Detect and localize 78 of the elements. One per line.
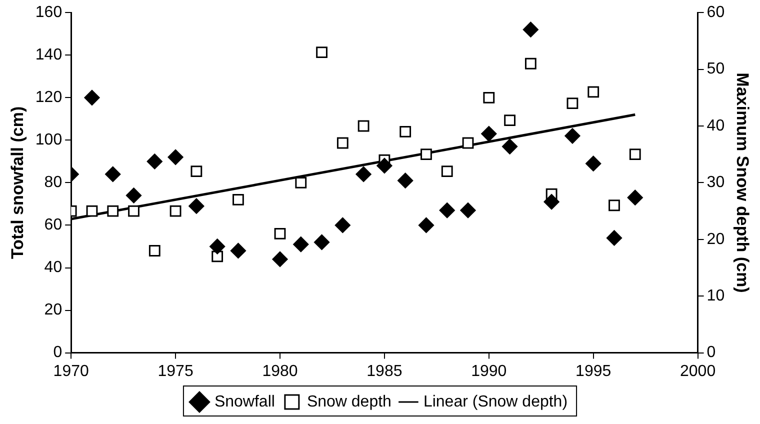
point — [146, 154, 162, 170]
y-tick-label: 0 — [53, 344, 62, 362]
point — [629, 148, 641, 160]
y2-tick-label: 30 — [706, 174, 725, 192]
point — [316, 46, 328, 58]
y-axis-title: Total snowfall (cm) — [8, 106, 27, 260]
x-tick-label: 1995 — [576, 362, 612, 380]
y2-tick-label: 40 — [706, 117, 725, 134]
point — [588, 86, 600, 98]
x-tick-label: 1980 — [262, 362, 298, 380]
y-tick-label: 100 — [35, 132, 62, 149]
point — [230, 242, 246, 258]
point — [400, 126, 412, 138]
point — [86, 205, 98, 217]
point — [168, 149, 184, 165]
point — [398, 172, 414, 188]
point — [606, 230, 622, 246]
y-tick-label: 40 — [44, 259, 62, 276]
point — [190, 166, 202, 178]
point — [212, 250, 224, 262]
point — [504, 114, 516, 126]
point — [148, 245, 160, 256]
y-tick-label: 140 — [35, 46, 62, 64]
legend-label: Snowfall — [214, 393, 275, 410]
point — [232, 194, 244, 206]
point — [334, 217, 350, 233]
y-tick-label: 120 — [35, 89, 62, 106]
point — [627, 190, 643, 206]
point — [481, 126, 497, 142]
point — [128, 205, 140, 217]
point — [586, 156, 602, 172]
point — [336, 137, 348, 149]
y2-axis-title: Maximum Snow depth (cm) — [733, 72, 752, 293]
x-tick-label: 1985 — [366, 362, 402, 380]
legend-label: Snow depth — [306, 393, 392, 410]
x-tick-label: 1990 — [471, 362, 507, 380]
x-tick-label: 1975 — [158, 362, 194, 380]
y-tick-label: 80 — [44, 174, 62, 192]
point — [483, 92, 495, 104]
point — [462, 137, 474, 149]
point — [420, 148, 432, 160]
point — [358, 120, 370, 132]
point — [566, 98, 578, 110]
point — [170, 205, 182, 217]
point — [274, 228, 286, 240]
point — [107, 205, 119, 217]
point — [210, 238, 226, 254]
point — [126, 188, 142, 204]
y2-tick-label: 60 — [706, 4, 725, 22]
y-tick-label: 60 — [44, 216, 62, 234]
y-tick-label: 20 — [44, 302, 62, 319]
point — [502, 138, 518, 154]
point — [441, 166, 453, 178]
point — [418, 217, 434, 233]
x-tick-label: 1970 — [53, 362, 89, 380]
point — [314, 234, 330, 250]
y2-tick-label: 50 — [706, 60, 725, 78]
point — [356, 166, 372, 182]
x-tick-label: 2000 — [680, 362, 716, 380]
point — [105, 166, 121, 182]
y-tick-label: 160 — [35, 4, 62, 22]
y2-tick-label: 0 — [706, 344, 716, 362]
point — [272, 251, 288, 267]
point — [293, 236, 309, 252]
point — [295, 177, 307, 188]
point — [84, 90, 100, 106]
point — [544, 194, 560, 210]
point — [524, 58, 536, 70]
legend-label: Linear (Snow depth) — [423, 393, 568, 410]
point — [608, 200, 620, 212]
point — [522, 22, 538, 38]
point — [188, 198, 204, 214]
point — [564, 128, 580, 144]
point — [460, 202, 476, 218]
point — [439, 202, 455, 218]
y2-tick-label: 10 — [706, 288, 725, 305]
y2-tick-label: 20 — [706, 230, 725, 248]
point — [376, 158, 392, 174]
